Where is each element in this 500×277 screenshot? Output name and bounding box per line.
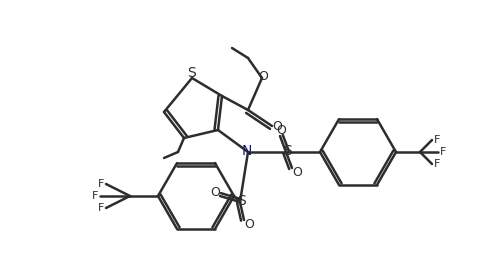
Text: F: F [434,159,440,169]
Text: N: N [242,144,252,158]
Text: F: F [440,147,446,157]
Text: F: F [92,191,98,201]
Text: O: O [258,71,268,83]
Text: S: S [188,66,196,80]
Text: O: O [276,124,286,137]
Text: S: S [282,144,292,158]
Text: F: F [98,203,104,213]
Text: S: S [236,194,246,208]
Text: F: F [434,135,440,145]
Text: F: F [98,179,104,189]
Text: O: O [272,120,282,134]
Text: O: O [292,165,302,178]
Text: O: O [210,186,220,199]
Text: O: O [244,217,254,230]
